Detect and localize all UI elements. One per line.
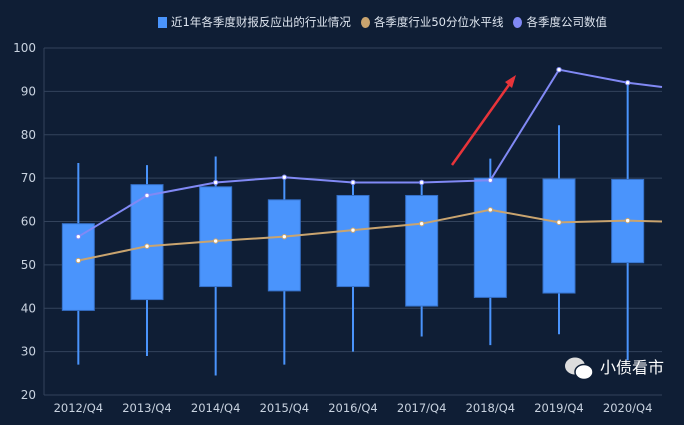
x-tick-label: 2012/Q4 (54, 401, 104, 415)
data-point (144, 192, 150, 199)
y-tick-label: 50 (21, 258, 36, 272)
legend: 近1年各季度财报反应出的行业情况 各季度行业50分位水平线 各季度公司数值 (158, 14, 607, 30)
wechat-icon (565, 357, 594, 381)
x-tick-label: 2020/Q4 (603, 401, 653, 415)
x-tick-label: 2017/Q4 (397, 401, 447, 415)
box (473, 177, 507, 298)
y-tick-label: 90 (21, 84, 36, 98)
data-point (144, 243, 150, 249)
y-tick-label: 30 (21, 345, 36, 359)
legend-item-box[interactable]: 近1年各季度财报反应出的行业情况 (158, 14, 351, 30)
box (130, 184, 164, 301)
watermark: 小债看市 (562, 354, 664, 382)
data-point (487, 177, 494, 183)
y-tick-label: 80 (21, 128, 36, 142)
box (542, 178, 576, 294)
data-point (624, 80, 631, 86)
data-point (487, 207, 494, 213)
data-point (624, 217, 631, 224)
data-point (418, 220, 425, 227)
box (336, 194, 370, 288)
data-point (212, 179, 219, 186)
x-tick-label: 2014/Q4 (191, 401, 241, 415)
box (267, 199, 301, 292)
legend-label: 各季度行业50分位水平线 (373, 15, 504, 29)
data-point (350, 179, 356, 186)
legend-label: 各季度公司数值 (526, 15, 607, 29)
legend-swatch (360, 16, 370, 28)
legend-label: 近1年各季度财报反应出的行业情况 (171, 15, 351, 29)
series-line (77, 68, 663, 238)
x-tick-label: 2018/Q4 (466, 401, 516, 415)
x-tick-label: 2013/Q4 (122, 401, 172, 415)
data-point (281, 233, 288, 240)
y-tick-label: 60 (21, 215, 36, 229)
data-point (212, 238, 219, 244)
arrow-head (505, 75, 516, 88)
x-tick-label: 2019/Q4 (534, 401, 584, 415)
legend-item-median[interactable]: 各季度行业50分位水平线 (360, 14, 504, 30)
data-point (556, 219, 562, 226)
data-point (281, 174, 288, 180)
x-tick-label: 2016/Q4 (328, 401, 378, 415)
x-tick-label: 2015/Q4 (260, 401, 310, 415)
box (199, 186, 233, 288)
data-point (418, 179, 425, 186)
box (405, 194, 439, 307)
y-tick-label: 20 (21, 388, 36, 402)
y-tick-label: 100 (13, 41, 36, 55)
legend-swatch (158, 16, 167, 28)
data-point (556, 66, 562, 73)
series-line (78, 208, 663, 262)
data-point (350, 227, 356, 233)
y-tick-label: 40 (21, 301, 36, 315)
data-point (75, 233, 82, 240)
watermark-text: 小债看市 (600, 358, 665, 377)
data-point (75, 257, 82, 264)
legend-swatch (513, 16, 523, 28)
arrow-shaft (450, 81, 513, 166)
y-tick-label: 70 (21, 171, 36, 185)
legend-item-company[interactable]: 各季度公司数值 (513, 14, 607, 30)
